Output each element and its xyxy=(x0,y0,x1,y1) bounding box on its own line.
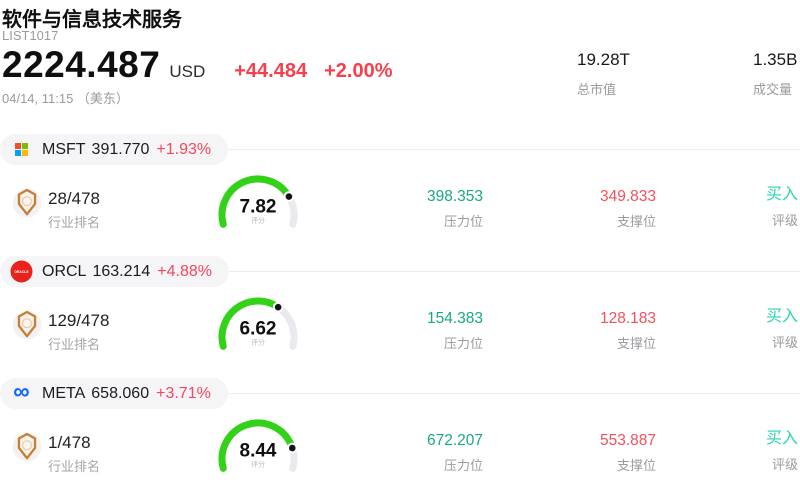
stock-price: 391.770 xyxy=(91,140,150,158)
support-label: 支撑位 xyxy=(616,458,656,474)
rating-stat: 买入 评级 xyxy=(766,186,798,229)
resistance-stat: 398.353 压力位 xyxy=(426,188,483,230)
score-gauge: 6.62 评分 xyxy=(214,297,302,366)
support-stat: 553.887 支撑位 xyxy=(599,432,656,474)
gauge-pointer-dot xyxy=(286,442,298,454)
score-label: 评分 xyxy=(251,216,265,225)
stock-pill-msft[interactable]: MSFT 391.770 +1.93% xyxy=(0,134,229,165)
industry-rank-label: 行业排名 xyxy=(48,458,101,474)
score-value: 8.44 xyxy=(240,441,277,462)
resistance-stat: 672.207 压力位 xyxy=(426,432,483,474)
stock-row-msft: MSFT 391.770 +1.93% 28/478 行业排名 7.82 评分 xyxy=(0,134,800,244)
row-divider xyxy=(201,271,800,272)
svg-text:ORACLE: ORACLE xyxy=(14,270,29,274)
rating-stat: 买入 评级 xyxy=(766,430,798,473)
gauge-pointer-dot xyxy=(283,191,295,202)
rank-badge-icon xyxy=(10,308,44,347)
score-value: 7.82 xyxy=(240,197,277,218)
support-label: 支撑位 xyxy=(616,214,656,230)
gauge-value-arc xyxy=(218,175,291,228)
score-gauge: 8.44 评分 xyxy=(214,419,302,488)
support-stat: 128.183 支撑位 xyxy=(599,310,656,352)
stock-row-orcl: ORACLE ORCL 163.214 +4.88% 129/478 行业排名 … xyxy=(0,256,800,366)
oracle-logo-icon: ORACLE xyxy=(10,260,33,283)
stock-change-percent: +1.93% xyxy=(156,140,212,158)
rating-value: 买入 xyxy=(765,186,798,203)
index-code: LIST1017 xyxy=(2,28,59,43)
score-gauge: 7.82 评分 xyxy=(214,175,302,244)
gauge-value-arc xyxy=(218,419,295,472)
rating-label: 评级 xyxy=(771,456,798,472)
industry-rank-label: 行业排名 xyxy=(48,214,101,230)
price-row: 2224.487 USD +44.484 +2.00% xyxy=(2,44,392,86)
market-cap-label: 总市值 xyxy=(577,82,617,97)
stock-pill-orcl[interactable]: ORACLE ORCL 163.214 +4.88% xyxy=(0,256,230,287)
volume-value: 1.35B xyxy=(753,50,798,69)
stock-change-percent: +3.71% xyxy=(156,384,211,402)
gauge-track-arc xyxy=(277,305,298,350)
stock-change-percent: +4.88% xyxy=(157,262,213,280)
resistance-value: 398.353 xyxy=(426,188,483,205)
score-label: 评分 xyxy=(251,338,265,347)
support-value: 349.833 xyxy=(599,188,656,205)
resistance-label: 压力位 xyxy=(443,214,483,230)
score-label: 评分 xyxy=(251,460,265,469)
industry-rank-value: 28/478 xyxy=(48,189,100,208)
rank-badge-icon xyxy=(10,186,44,225)
rating-stat: 买入 评级 xyxy=(766,308,798,351)
quote-timestamp: 04/14, 11:15 （美东） xyxy=(2,91,129,106)
page-title: 软件与信息技术服务 xyxy=(2,9,182,31)
resistance-value: 672.207 xyxy=(426,432,483,449)
price-change-percent: +2.00% xyxy=(324,60,393,82)
support-value: 553.887 xyxy=(599,432,656,449)
support-label: 支撑位 xyxy=(616,336,656,352)
index-price: 2224.487 xyxy=(2,44,161,85)
meta-infinity-icon: ∞ xyxy=(13,378,30,404)
industry-rank-value: 129/478 xyxy=(48,311,110,330)
industry-rank: 28/478 行业排名 xyxy=(48,190,100,231)
rating-label: 评级 xyxy=(771,334,798,350)
stock-symbol: ORCL xyxy=(42,262,87,280)
volume-stat: 1.35B 成交量 xyxy=(753,50,797,98)
rating-value: 买入 xyxy=(765,430,798,447)
price-change: +44.484 xyxy=(234,60,308,82)
stock-row-meta: ∞ META 658.060 +3.71% 1/478 行业排名 8.44 评分 xyxy=(0,378,800,488)
support-value: 128.183 xyxy=(599,310,656,327)
industry-rank: 1/478 行业排名 xyxy=(48,434,100,475)
support-stat: 349.833 支撑位 xyxy=(599,188,656,230)
industry-rank-value: 1/478 xyxy=(48,433,91,452)
row-divider xyxy=(201,393,800,394)
stock-price: 163.214 xyxy=(92,262,151,280)
rating-value: 买入 xyxy=(765,308,798,325)
volume-label: 成交量 xyxy=(753,82,793,97)
row-divider xyxy=(201,149,800,150)
stock-symbol: META xyxy=(42,384,86,402)
industry-rank-label: 行业排名 xyxy=(48,336,101,352)
gauge-value-arc xyxy=(218,297,279,350)
industry-rank: 129/478 行业排名 xyxy=(48,312,109,353)
market-cap-value: 19.28T xyxy=(577,50,630,69)
rank-badge-icon xyxy=(10,430,44,469)
rating-label: 评级 xyxy=(771,212,798,228)
resistance-value: 154.383 xyxy=(426,310,483,327)
stock-symbol: MSFT xyxy=(42,140,86,158)
stock-price: 658.060 xyxy=(91,384,150,402)
currency-label: USD xyxy=(169,62,206,81)
resistance-label: 压力位 xyxy=(443,458,483,474)
score-value: 6.62 xyxy=(240,319,277,340)
resistance-stat: 154.383 压力位 xyxy=(426,310,483,352)
microsoft-logo-icon xyxy=(10,138,33,161)
gauge-track-arc xyxy=(289,448,298,472)
resistance-label: 压力位 xyxy=(443,336,483,352)
gauge-track-arc xyxy=(287,196,298,228)
market-cap-stat: 19.28T 总市值 xyxy=(577,50,630,98)
stock-pill-meta[interactable]: ∞ META 658.060 +3.71% xyxy=(0,378,228,409)
gauge-pointer-dot xyxy=(272,301,284,313)
